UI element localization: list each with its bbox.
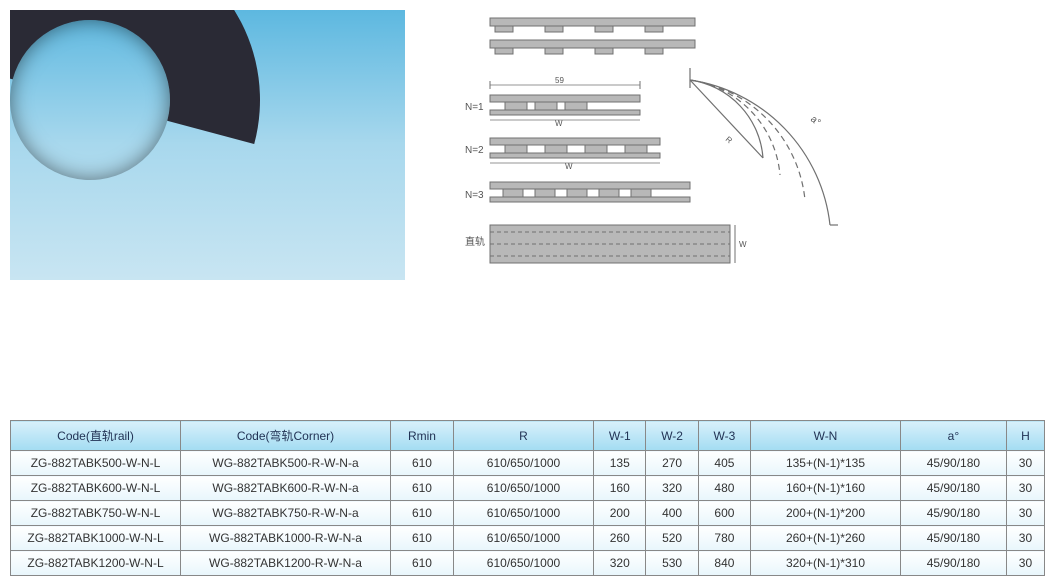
cell: 45/90/180: [900, 551, 1006, 576]
cell: 405: [698, 451, 750, 476]
label-n1: N=1: [465, 102, 484, 113]
dim-59-1: 59: [555, 76, 564, 85]
col-h: H: [1006, 421, 1044, 451]
table-header: Code(直轨rail) Code(弯轨Corner) Rmin R W-1 W…: [11, 421, 1045, 451]
cell: WG-882TABK750-R-W-N-a: [181, 501, 391, 526]
cell: 520: [646, 526, 698, 551]
cell: 200: [594, 501, 646, 526]
table-body: ZG-882TABK500-W-N-L WG-882TABK500-R-W-N-…: [11, 451, 1045, 576]
cell: 610/650/1000: [453, 451, 593, 476]
table-row: ZG-882TABK750-W-N-L WG-882TABK750-R-W-N-…: [11, 501, 1045, 526]
dim-r: R: [724, 135, 734, 146]
cell: 610: [391, 526, 454, 551]
cell: 400: [646, 501, 698, 526]
cell: 270: [646, 451, 698, 476]
cell: 30: [1006, 501, 1044, 526]
label-straight: 直轨: [465, 235, 485, 248]
cell: 160: [594, 476, 646, 501]
cell: 480: [698, 476, 750, 501]
technical-diagram: N=1 59 W N=2: [435, 10, 855, 280]
cell: 320: [646, 476, 698, 501]
cell: 320+(N-1)*310: [751, 551, 901, 576]
cell: WG-882TABK500-R-W-N-a: [181, 451, 391, 476]
cell: ZG-882TABK600-W-N-L: [11, 476, 181, 501]
label-n3: N=3: [465, 190, 484, 201]
cell: ZG-882TABK1000-W-N-L: [11, 526, 181, 551]
cell: 840: [698, 551, 750, 576]
cell: WG-882TABK1200-R-W-N-a: [181, 551, 391, 576]
cell: 30: [1006, 526, 1044, 551]
cell: 610: [391, 551, 454, 576]
cell: 45/90/180: [900, 476, 1006, 501]
cell: 30: [1006, 476, 1044, 501]
cell: 780: [698, 526, 750, 551]
col-a: a°: [900, 421, 1006, 451]
table-row: ZG-882TABK1000-W-N-L WG-882TABK1000-R-W-…: [11, 526, 1045, 551]
dim-angle: a°: [808, 114, 822, 129]
cell: WG-882TABK600-R-W-N-a: [181, 476, 391, 501]
cell: 610/650/1000: [453, 526, 593, 551]
cell: 45/90/180: [900, 451, 1006, 476]
dim-w-side: W: [739, 240, 747, 249]
cell: 45/90/180: [900, 501, 1006, 526]
cell: 260+(N-1)*260: [751, 526, 901, 551]
cell: 135+(N-1)*135: [751, 451, 901, 476]
col-code-corner: Code(弯轨Corner): [181, 421, 391, 451]
cell: 45/90/180: [900, 526, 1006, 551]
col-w2: W-2: [646, 421, 698, 451]
label-n2: N=2: [465, 145, 484, 156]
cell: 260: [594, 526, 646, 551]
cell: ZG-882TABK500-W-N-L: [11, 451, 181, 476]
diagram-svg: N=1 59 W N=2: [435, 10, 855, 280]
cell: 135: [594, 451, 646, 476]
cell: ZG-882TABK750-W-N-L: [11, 501, 181, 526]
cell: WG-882TABK1000-R-W-N-a: [181, 526, 391, 551]
cell: 160+(N-1)*160: [751, 476, 901, 501]
cell: 30: [1006, 551, 1044, 576]
cell: 610: [391, 476, 454, 501]
cell: 30: [1006, 451, 1044, 476]
col-wn: W-N: [751, 421, 901, 451]
product-photo: [10, 10, 405, 280]
cell: 610/650/1000: [453, 476, 593, 501]
table-row: ZG-882TABK500-W-N-L WG-882TABK500-R-W-N-…: [11, 451, 1045, 476]
top-section: N=1 59 W N=2: [10, 10, 1050, 280]
col-rmin: Rmin: [391, 421, 454, 451]
cell: 610: [391, 501, 454, 526]
cell: 320: [594, 551, 646, 576]
cell: 610/650/1000: [453, 501, 593, 526]
col-w3: W-3: [698, 421, 750, 451]
curved-rail-shape: [10, 10, 322, 280]
table-row: ZG-882TABK1200-W-N-L WG-882TABK1200-R-W-…: [11, 551, 1045, 576]
spec-table: Code(直轨rail) Code(弯轨Corner) Rmin R W-1 W…: [10, 420, 1045, 576]
col-w1: W-1: [594, 421, 646, 451]
cell: 200+(N-1)*200: [751, 501, 901, 526]
table-row: ZG-882TABK600-W-N-L WG-882TABK600-R-W-N-…: [11, 476, 1045, 501]
cell: 610: [391, 451, 454, 476]
cell: 610/650/1000: [453, 551, 593, 576]
cell: ZG-882TABK1200-W-N-L: [11, 551, 181, 576]
cell: 600: [698, 501, 750, 526]
cell: 530: [646, 551, 698, 576]
col-r: R: [453, 421, 593, 451]
col-code-rail: Code(直轨rail): [11, 421, 181, 451]
